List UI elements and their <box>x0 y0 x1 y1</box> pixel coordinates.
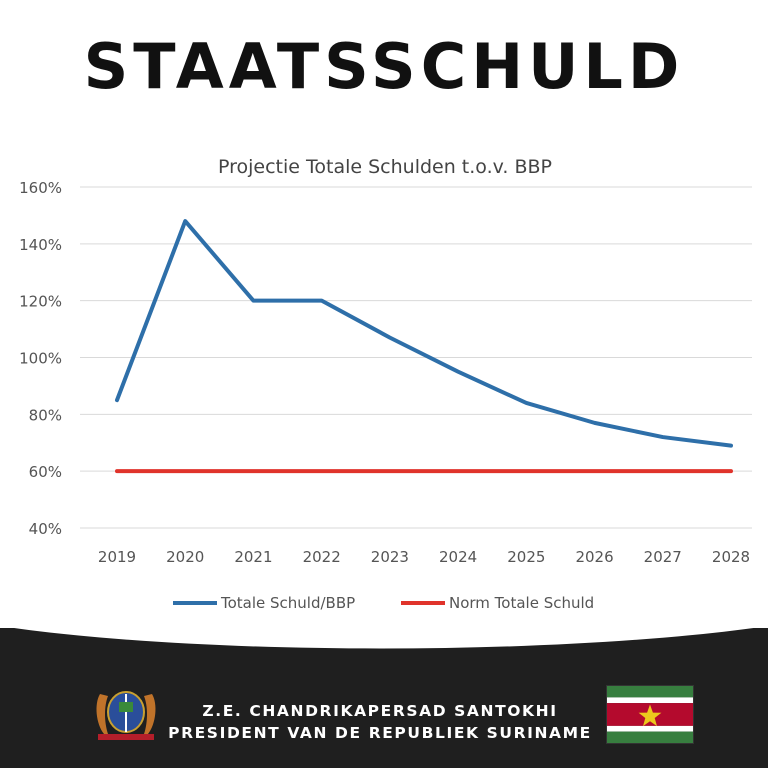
y-tick-label: 80% <box>29 406 62 424</box>
y-tick-label: 40% <box>29 520 62 538</box>
legend-label: Totale Schuld/BBP <box>220 594 355 612</box>
chart-legend: Totale Schuld/BBP Norm Totale Schuld <box>173 594 594 612</box>
x-tick-label: 2022 <box>303 548 341 566</box>
footer-caption: Z.E. CHANDRIKAPERSAD SANTOKHI PRESIDENT … <box>165 700 595 744</box>
y-tick-label: 160% <box>19 179 62 197</box>
x-tick-label: 2019 <box>98 548 136 566</box>
x-tick-label: 2025 <box>507 548 545 566</box>
x-tick-label: 2023 <box>371 548 409 566</box>
x-tick-label: 2027 <box>644 548 682 566</box>
y-tick-label: 120% <box>19 293 62 311</box>
chart-title: Projectie Totale Schulden t.o.v. BBP <box>218 156 552 178</box>
x-tick-label: 2028 <box>712 548 750 566</box>
x-tick-label: 2021 <box>234 548 272 566</box>
y-axis-ticks: 40% 60% 80% 100% 120% 140% 160% <box>19 179 62 538</box>
y-tick-label: 60% <box>29 463 62 481</box>
line-chart: Projectie Totale Schulden t.o.v. BBP 40%… <box>19 156 752 612</box>
x-tick-label: 2020 <box>166 548 204 566</box>
coat-of-arms-icon <box>96 691 156 740</box>
suriname-flag-icon <box>606 685 694 744</box>
series-line-1 <box>115 219 733 448</box>
y-tick-label: 140% <box>19 236 62 254</box>
chart-series <box>115 219 733 474</box>
x-axis-ticks: 2019 2020 2021 2022 2023 2024 2025 2026 2027 2028 <box>98 548 750 566</box>
x-tick-label: 2026 <box>575 548 613 566</box>
footer-wave <box>0 626 768 649</box>
x-tick-label: 2024 <box>439 548 477 566</box>
footer-line-1: Z.E. CHANDRIKAPERSAD SANTOKHI <box>202 702 558 720</box>
y-tick-label: 100% <box>19 350 62 368</box>
legend-label: Norm Totale Schuld <box>449 594 594 612</box>
footer-line-2: PRESIDENT VAN DE REPUBLIEK SURINAME <box>168 724 592 742</box>
page-title: STAATSSCHULD <box>83 30 685 103</box>
